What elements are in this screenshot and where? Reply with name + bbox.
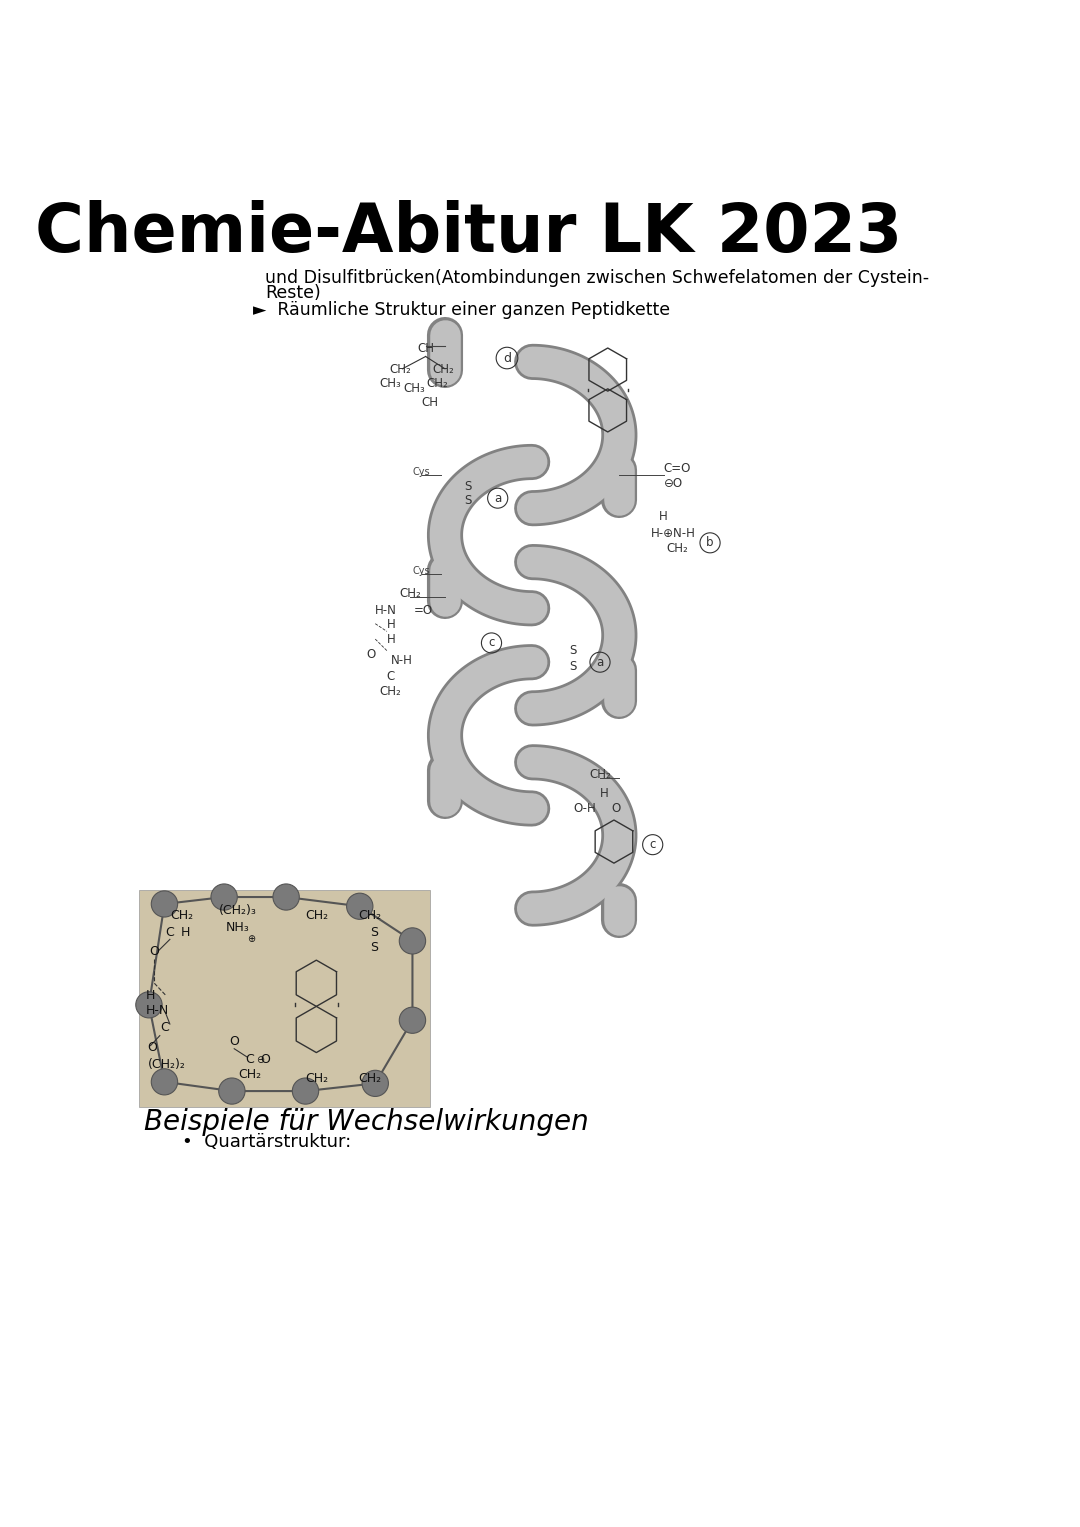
Circle shape — [347, 893, 373, 919]
Text: CH₂: CH₂ — [433, 363, 455, 377]
Text: b: b — [706, 536, 714, 550]
FancyBboxPatch shape — [139, 890, 430, 1107]
Text: CH: CH — [417, 342, 434, 354]
Text: a: a — [596, 655, 604, 669]
Text: CH₂: CH₂ — [305, 909, 328, 922]
Text: CH₂: CH₂ — [305, 1072, 328, 1084]
Text: O: O — [229, 1035, 239, 1048]
Text: S: S — [464, 481, 472, 493]
Text: CH₂: CH₂ — [666, 542, 688, 556]
Text: CH₃: CH₃ — [403, 382, 424, 395]
Text: a: a — [494, 492, 501, 504]
Text: CH₃: CH₃ — [380, 377, 402, 391]
Text: H: H — [599, 786, 608, 800]
Text: N-H: N-H — [391, 654, 413, 667]
Text: O: O — [260, 1052, 270, 1066]
Text: Chemie-Abitur LK 2023: Chemie-Abitur LK 2023 — [35, 200, 902, 266]
Text: S: S — [369, 925, 378, 939]
Text: Reste): Reste) — [266, 284, 321, 301]
Text: H: H — [180, 927, 190, 939]
Text: H-⊕N-H: H-⊕N-H — [650, 527, 696, 539]
Text: O: O — [611, 802, 620, 815]
Text: H: H — [387, 617, 395, 631]
Circle shape — [293, 1078, 319, 1104]
Circle shape — [211, 884, 238, 910]
Circle shape — [151, 1069, 177, 1095]
Text: H: H — [146, 988, 156, 1002]
Text: CH₂: CH₂ — [380, 686, 402, 698]
Text: d: d — [503, 351, 511, 365]
Text: ►  Räumliche Struktur einer ganzen Peptidkette: ► Räumliche Struktur einer ganzen Peptid… — [253, 301, 670, 319]
Circle shape — [136, 991, 162, 1019]
Text: C: C — [387, 670, 395, 683]
Text: NH₃: NH₃ — [226, 921, 249, 935]
Text: •  Quartärstruktur:: • Quartärstruktur: — [181, 1133, 351, 1151]
Text: c: c — [488, 637, 495, 649]
Text: S: S — [569, 644, 577, 658]
Text: O: O — [147, 1041, 158, 1054]
Circle shape — [218, 1078, 245, 1104]
Text: O-H: O-H — [573, 802, 596, 815]
Text: ⊕: ⊕ — [247, 933, 255, 944]
Text: CH₂: CH₂ — [400, 586, 421, 600]
Text: ⊖O: ⊖O — [663, 478, 683, 490]
Circle shape — [151, 890, 177, 918]
Text: Beispiele für Wechselwirkungen: Beispiele für Wechselwirkungen — [145, 1109, 589, 1136]
Text: CH: CH — [421, 395, 438, 409]
Text: H-N: H-N — [146, 1005, 170, 1017]
Text: Cys: Cys — [413, 565, 431, 576]
Text: CH₂: CH₂ — [359, 909, 381, 922]
Text: und Disulfitbrücken(Atombindungen zwischen Schwefelatomen der Cystein-: und Disulfitbrücken(Atombindungen zwisch… — [266, 269, 929, 287]
Text: O: O — [149, 945, 160, 957]
Text: H: H — [659, 510, 667, 522]
Text: CH₂: CH₂ — [238, 1067, 261, 1081]
Text: CH₂: CH₂ — [389, 363, 410, 377]
Circle shape — [362, 1070, 389, 1096]
Text: H: H — [387, 632, 395, 646]
Circle shape — [400, 1008, 426, 1034]
Text: C: C — [165, 927, 174, 939]
Text: O: O — [367, 649, 376, 661]
Text: (CH₂)₃: (CH₂)₃ — [219, 904, 257, 918]
Circle shape — [400, 928, 426, 954]
Text: CH₂: CH₂ — [589, 768, 611, 780]
Text: H-N: H-N — [375, 603, 397, 617]
Text: S: S — [569, 660, 577, 673]
Text: C=O: C=O — [663, 463, 691, 475]
Text: ⊖: ⊖ — [256, 1055, 265, 1064]
Text: C: C — [160, 1022, 168, 1034]
Circle shape — [273, 884, 299, 910]
Text: (CH₂)₂: (CH₂)₂ — [147, 1058, 186, 1070]
Text: c: c — [649, 838, 656, 851]
Text: C: C — [245, 1052, 254, 1066]
Text: CH₂: CH₂ — [170, 909, 193, 922]
Text: CH₂: CH₂ — [427, 377, 448, 391]
Text: CH₂: CH₂ — [359, 1072, 381, 1084]
Text: S: S — [464, 495, 472, 507]
Text: Cys: Cys — [413, 467, 431, 476]
Text: S: S — [369, 941, 378, 954]
Text: =O: =O — [414, 603, 433, 617]
